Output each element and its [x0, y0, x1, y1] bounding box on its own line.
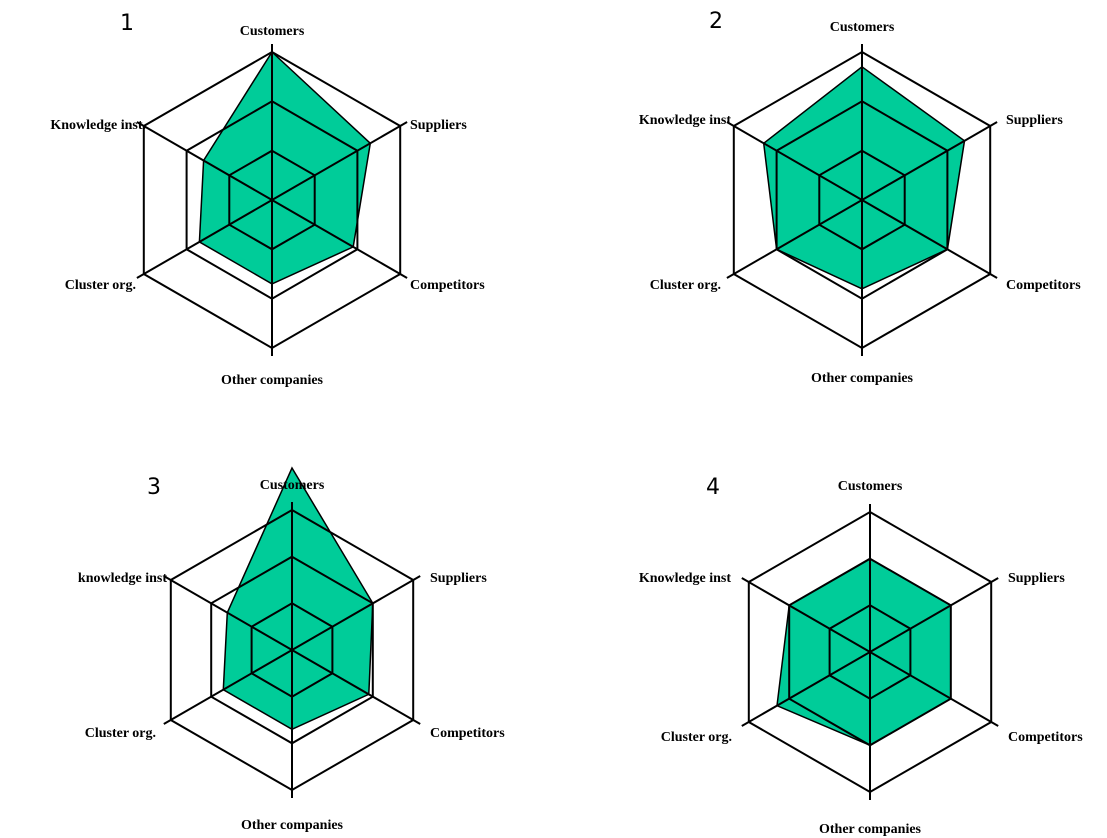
axis-label: Suppliers: [1008, 571, 1065, 586]
axis-label: Customers: [838, 479, 903, 494]
axis-label: Competitors: [430, 726, 505, 741]
data-area: [222, 466, 374, 731]
radar-chart-2: Customers Suppliers Competitors Other compa…: [639, 9, 1081, 386]
axis-label: Customers: [240, 24, 305, 39]
axis-spoke: [163, 649, 293, 725]
radar-chart-1: Customers Suppliers Competitors Other compa…: [50, 11, 485, 388]
data-area: [762, 65, 966, 290]
axis-label: Knowledge inst: [639, 571, 732, 586]
axis-spoke: [136, 199, 273, 279]
axis-spoke: [271, 199, 408, 279]
chart-number: 3: [147, 475, 161, 500]
axis-label: Competitors: [1008, 730, 1083, 745]
data-area: [776, 557, 952, 747]
axis-spoke: [741, 577, 871, 653]
chart-number: 2: [709, 9, 723, 34]
axis-label: Knowledge inst.: [50, 118, 146, 133]
axis-label: Cluster org.: [65, 278, 136, 293]
axis-label: Other companies: [811, 371, 914, 386]
axis-label: Suppliers: [1006, 113, 1063, 128]
axis-label: Other companies: [819, 822, 922, 837]
axis-spoke: [741, 651, 871, 727]
axis-label: Customers: [260, 478, 325, 493]
axis-spoke: [163, 575, 293, 651]
chart-number: 4: [706, 475, 720, 500]
axis-label: Customers: [830, 20, 895, 35]
axis-label: Knowledge inst: [639, 113, 732, 128]
axis-label: Cluster org.: [85, 726, 156, 741]
axis-spoke: [869, 577, 999, 653]
data-area: [198, 50, 372, 285]
axis-spoke: [861, 199, 998, 279]
axis-label: Cluster org.: [661, 730, 732, 745]
axis-spoke: [271, 121, 408, 201]
axis-spoke: [291, 575, 421, 651]
axis-label: Suppliers: [410, 118, 467, 133]
axis-spoke: [869, 651, 999, 727]
radar-chart-3: Customers Suppliers Competitors Other compa…: [78, 466, 505, 833]
axis-label: Competitors: [1006, 278, 1081, 293]
axis-spoke: [726, 121, 863, 201]
axis-label: Cluster org.: [650, 278, 721, 293]
axis-spoke: [726, 199, 863, 279]
chart-number: 1: [120, 11, 134, 36]
axis-label: knowledge inst: [78, 571, 167, 586]
radar-chart-4: Customers Suppliers Competitors Other compa…: [639, 475, 1083, 837]
axis-label: Suppliers: [430, 571, 487, 586]
axis-spoke: [291, 649, 421, 725]
axis-label: Other companies: [221, 373, 324, 388]
axis-label: Other companies: [241, 818, 344, 833]
axis-spoke: [861, 121, 998, 201]
axis-label: Competitors: [410, 278, 485, 293]
axis-spoke: [136, 121, 273, 201]
